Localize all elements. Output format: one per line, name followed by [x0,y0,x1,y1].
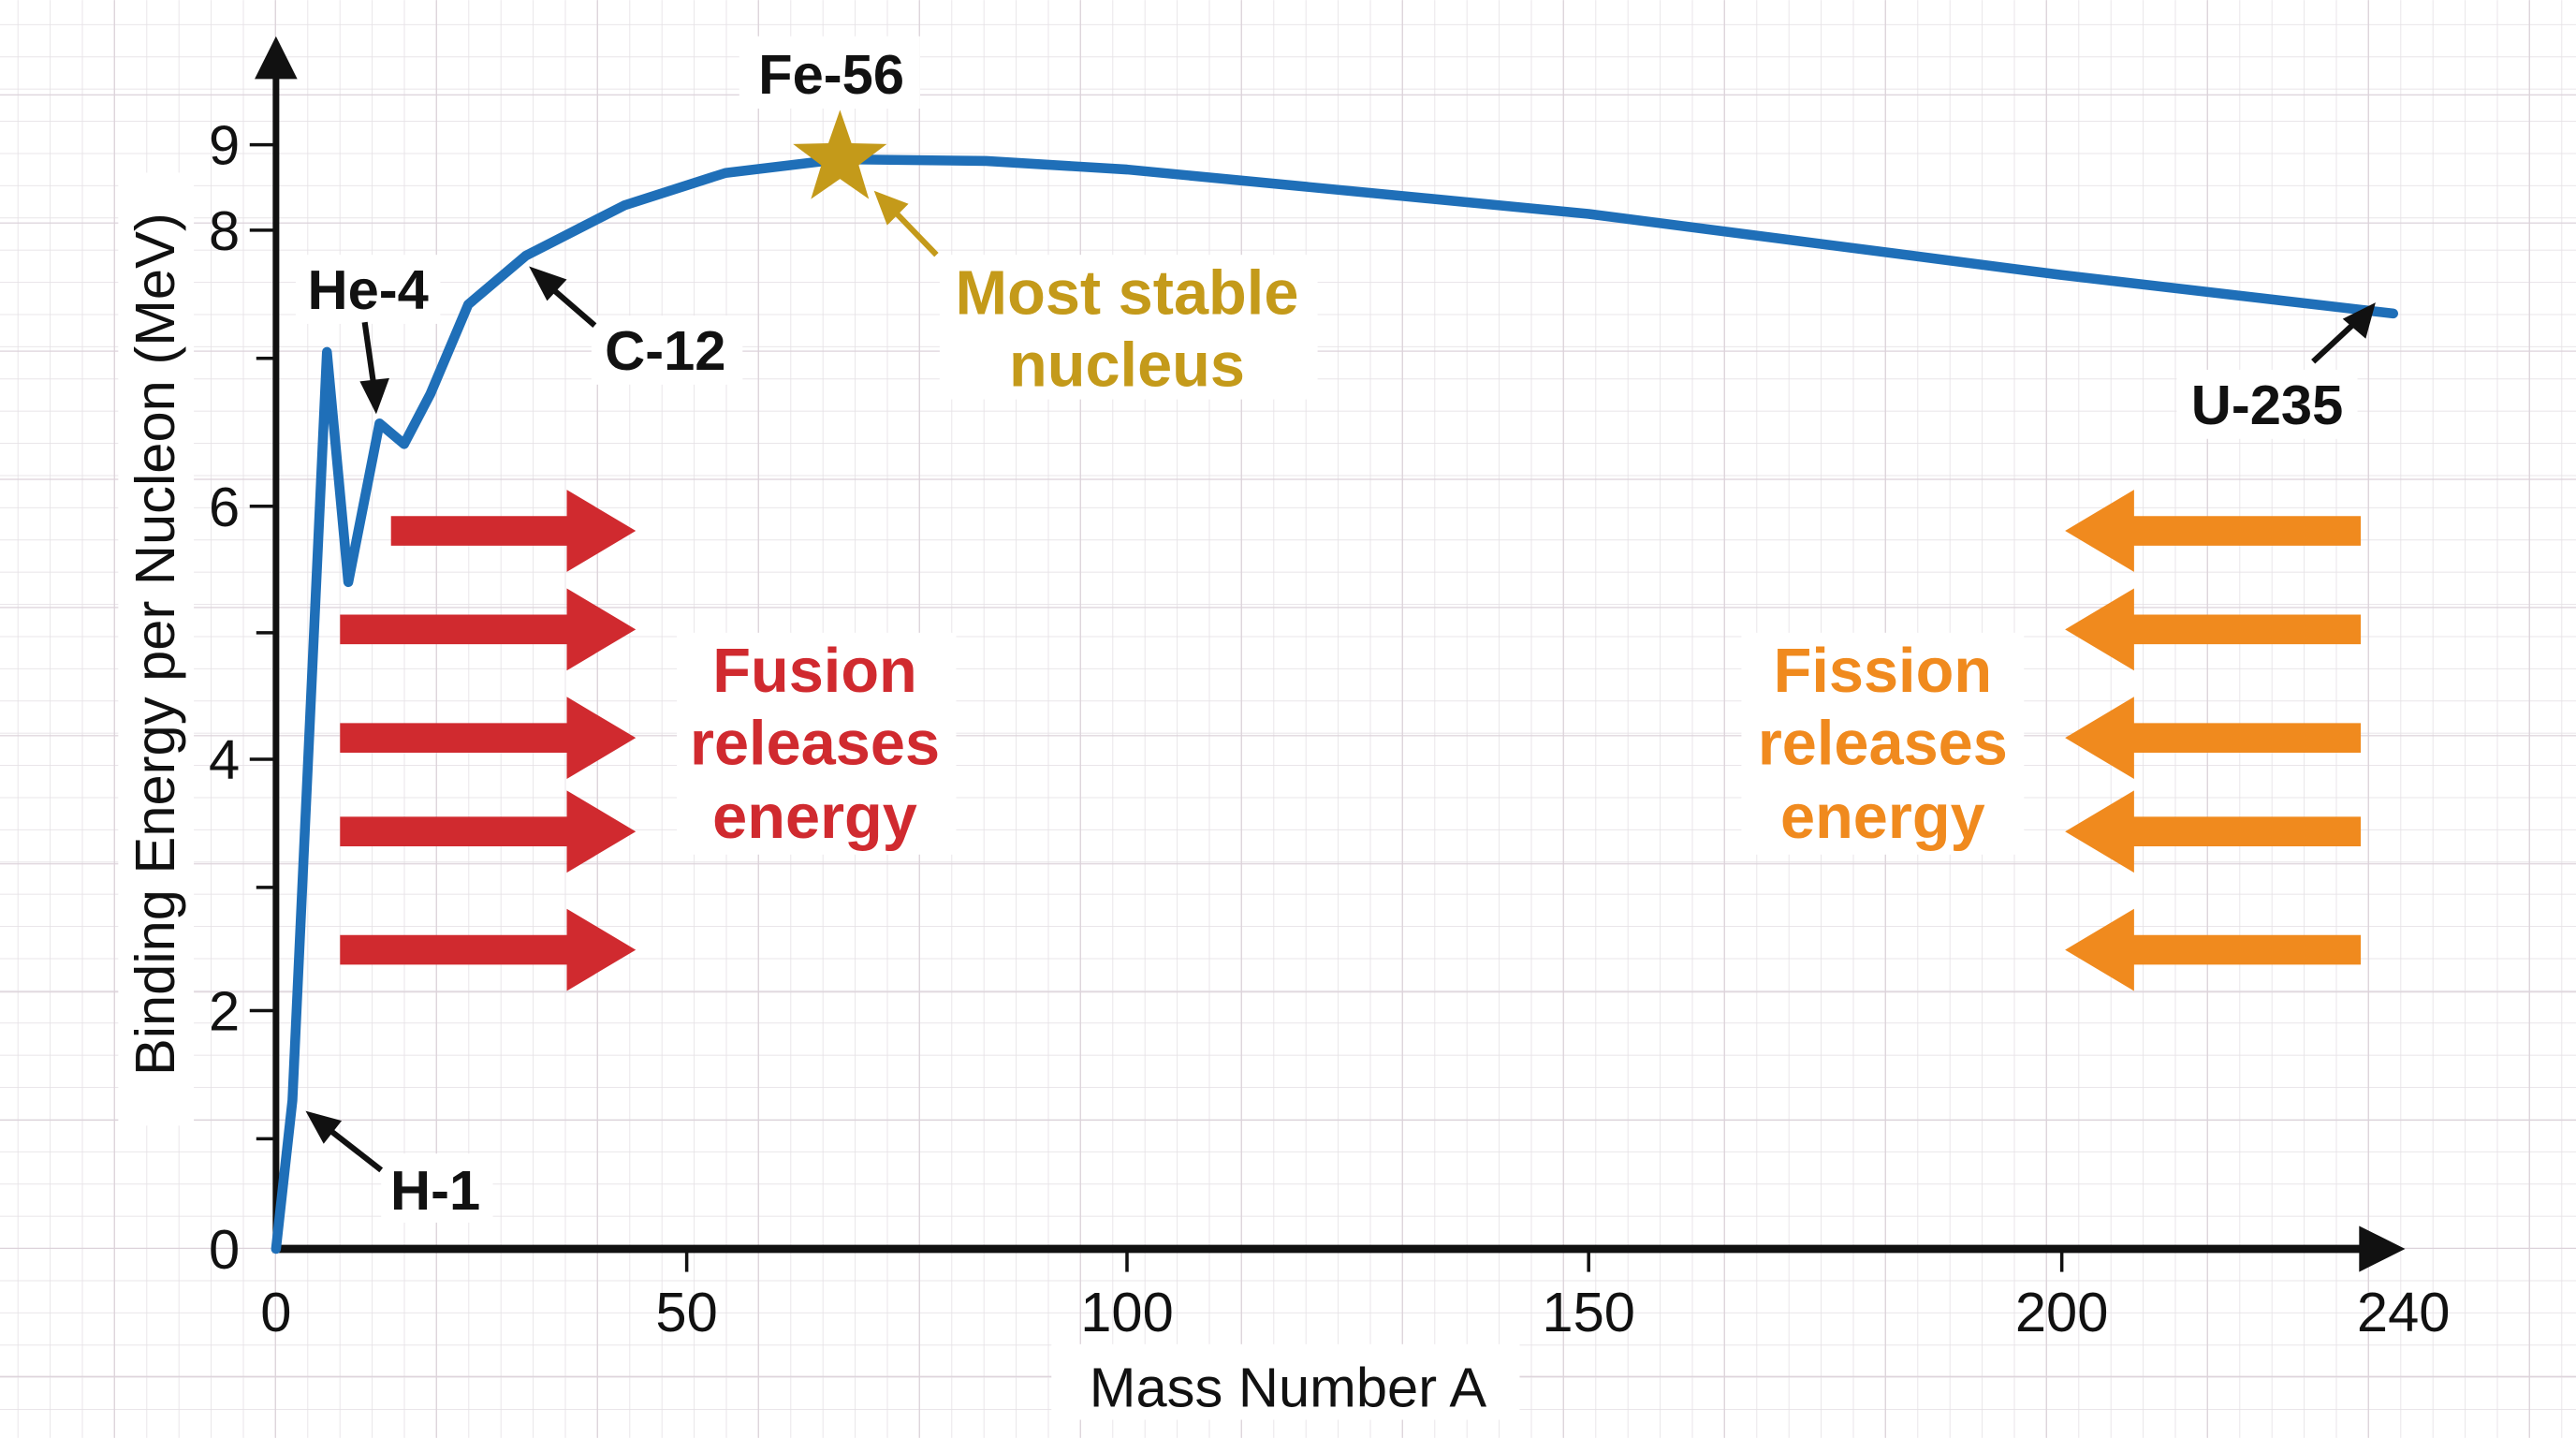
x-tick-label: 240 [2357,1281,2451,1343]
fusion-arrow-right [390,490,637,572]
x-tick-label: 0 [260,1281,291,1343]
y-tick-label: 0 [209,1218,240,1281]
y-tick-label: 4 [209,728,240,791]
y-tick-label: 9 [209,114,240,177]
label-most-stable: Most stable [956,258,1299,328]
label-nucleus: nucleus [1009,331,1245,401]
label-fusion: Fusion [712,637,917,706]
label-h1: H-1 [390,1159,480,1222]
label-fe56: Fe-56 [758,43,904,106]
label-u235: U-235 [2191,374,2343,436]
y-tick-label: 6 [209,476,240,538]
label-fission: Fission [1774,637,1992,706]
label-he4: He-4 [307,258,428,321]
binding-energy-curve [271,154,2399,1255]
fusion-arrow-right [340,588,637,671]
label-fission-energy: energy [1780,783,1985,852]
axis-ticks: 0 50 100 150 200 240 0 2 4 6 8 9 [209,114,2450,1343]
fe56-pointer-arrow [888,205,939,257]
y-axis-arrowhead [255,36,298,80]
label-fission-releases: releases [1758,709,2008,778]
fission-arrow-left [2065,908,2362,991]
fission-arrow-left [2065,790,2362,873]
x-tick-label: 50 [655,1281,717,1343]
y-tick-label: 2 [209,980,240,1043]
x-axis-label: Mass Number A [1090,1357,1487,1419]
x-tick-label: 100 [1080,1281,1174,1343]
label-fusion-energy: energy [712,783,917,852]
x-tick-label: 150 [1542,1281,1635,1343]
label-c12: C-12 [605,319,725,382]
energy-arrows [340,490,2362,991]
fission-arrow-left [2065,588,2362,671]
fusion-arrow-right [340,908,637,991]
x-axis-arrowhead [2359,1225,2406,1272]
fission-arrow-left [2065,697,2362,780]
y-tick-label: 8 [209,199,240,262]
label-fusion-releases: releases [690,709,940,778]
fe56-star-marker [793,110,887,199]
x-tick-label: 200 [2015,1281,2109,1343]
annotation-labels: Fe-56 He-4 C-12 H-1 U-235 Most stable nu… [295,36,2376,1223]
fission-arrow-left [2065,490,2362,572]
fusion-arrow-right [340,790,637,873]
he4-pointer-arrow [361,321,378,392]
fusion-arrow-right [340,697,637,780]
y-axis-label: Binding Energy per Nucleon (MeV) [124,213,186,1076]
